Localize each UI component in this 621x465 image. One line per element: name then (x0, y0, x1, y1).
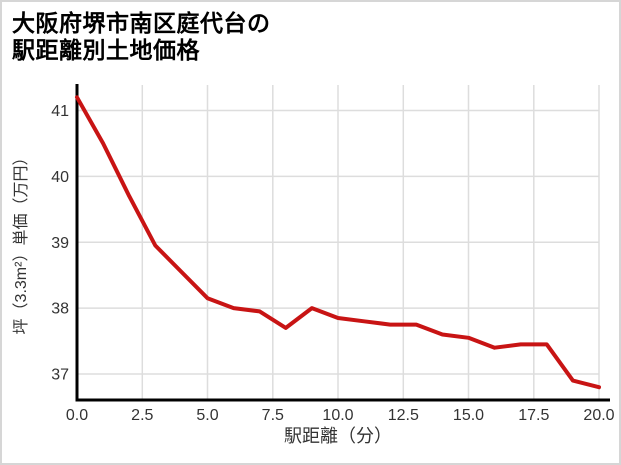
x-tick-label: 15.0 (453, 407, 484, 424)
chart-title-line2: 駅距離別土地価格 (12, 37, 200, 63)
x-tick-label: 5.0 (196, 407, 218, 424)
y-tick-label: 40 (51, 169, 69, 186)
x-tick-label: 2.5 (131, 407, 153, 424)
x-tick-label: 20.0 (583, 407, 614, 424)
price-line (75, 95, 601, 390)
x-tick-label: 10.0 (322, 407, 353, 424)
x-tick-label: 17.5 (518, 407, 549, 424)
y-axis-title: 坪（3.3m²）単価（万円） (12, 150, 30, 335)
y-tick-label: 39 (51, 235, 69, 252)
x-axis-title: 駅距離（分） (284, 426, 392, 446)
horizontal-gridlines (77, 109, 599, 375)
y-tick-label: 37 (51, 367, 69, 384)
y-tick-labels: 41 40 39 38 37 (51, 103, 69, 384)
chart-title: 大阪府堺市南区庭代台の 駅距離別土地価格 (12, 10, 271, 64)
y-tick-label: 38 (51, 301, 69, 318)
y-tick-label: 41 (51, 103, 69, 120)
x-tick-label: 0.0 (66, 407, 88, 424)
x-tick-labels: 0.0 2.5 5.0 7.5 10.0 12.5 15.0 17.5 20.0 (66, 407, 615, 424)
x-tick-label: 7.5 (262, 407, 284, 424)
chart-title-line1: 大阪府堺市南区庭代台の (12, 10, 271, 36)
x-tick-label: 12.5 (388, 407, 419, 424)
